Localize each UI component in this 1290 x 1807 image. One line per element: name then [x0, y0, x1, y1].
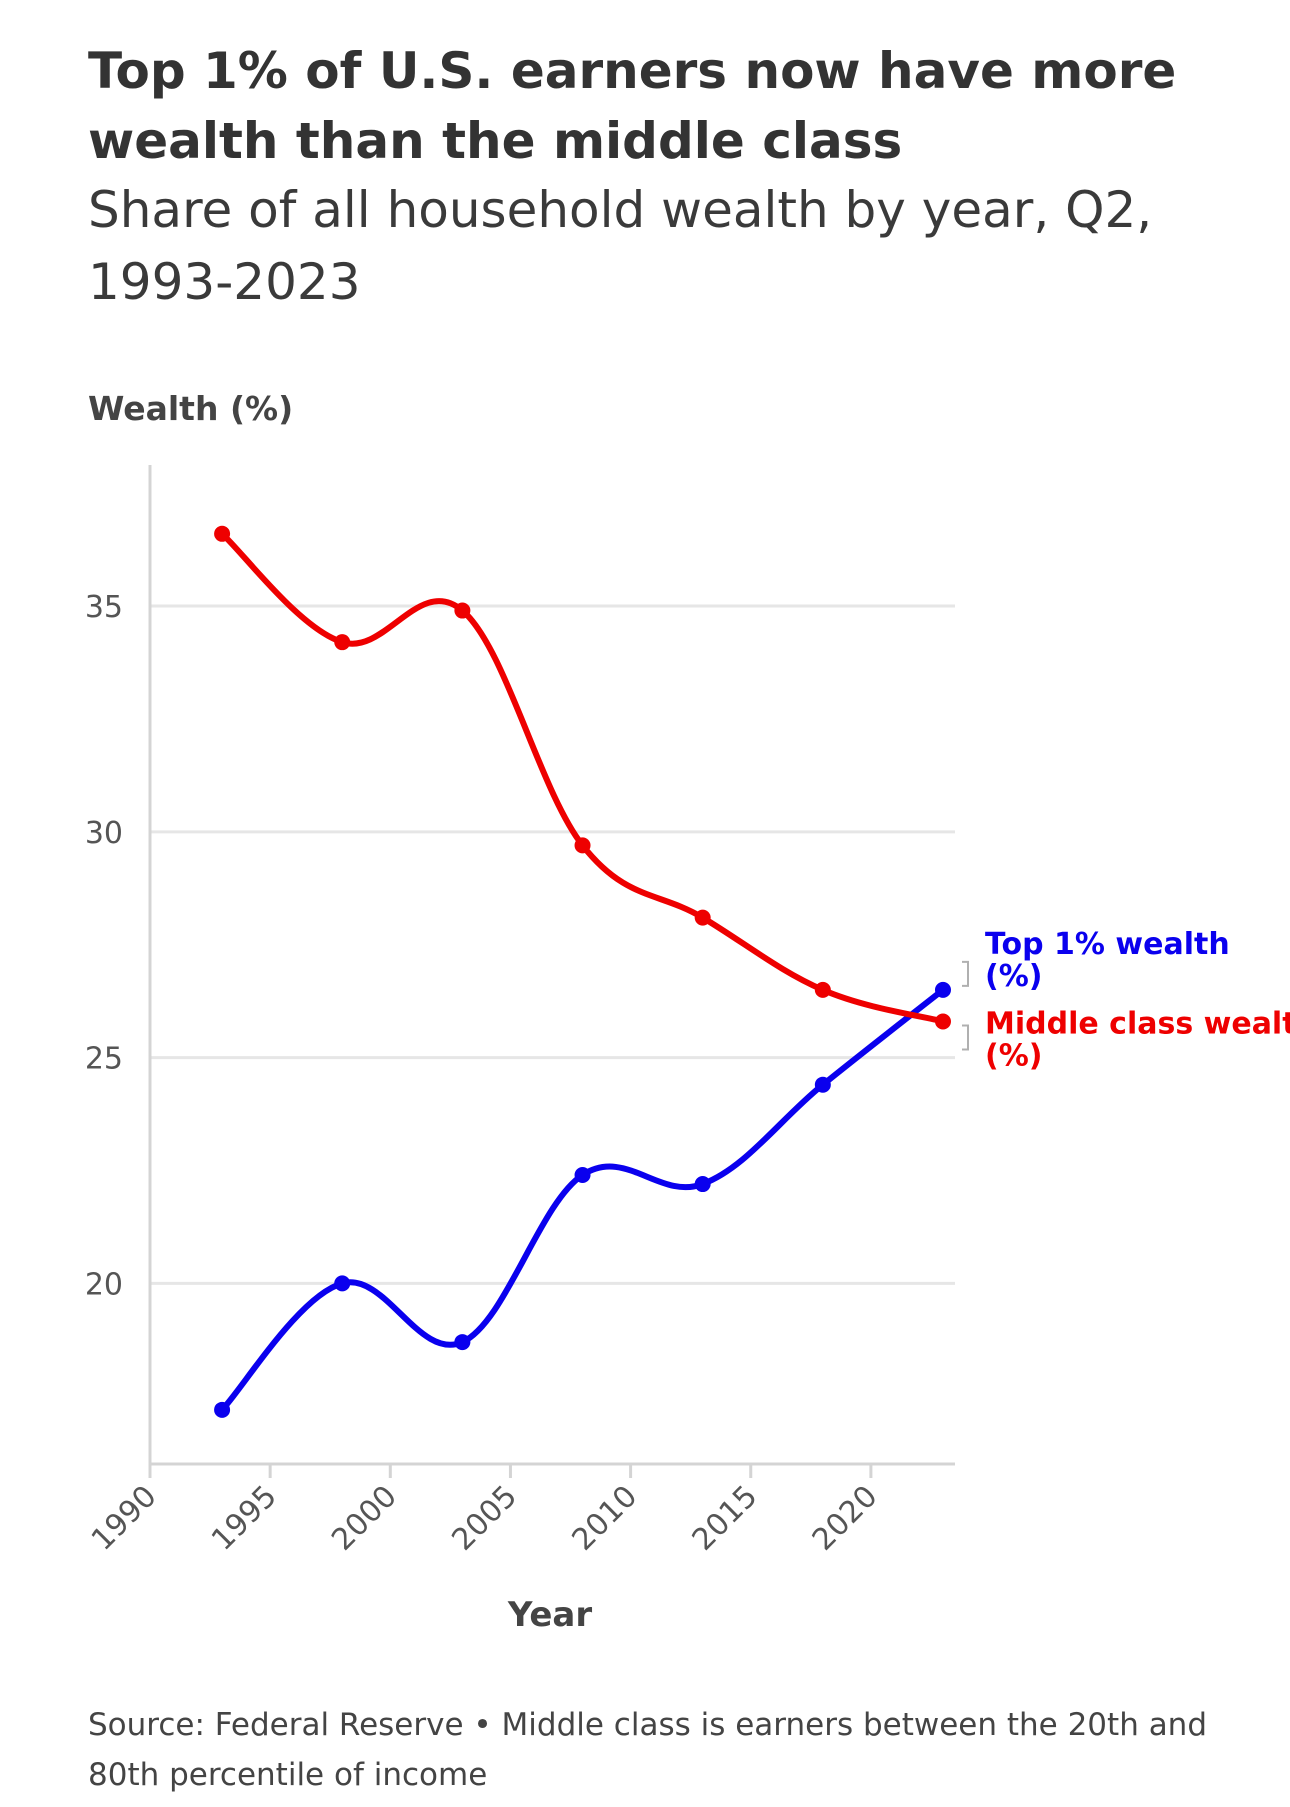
line-chart: Wealth (%) 20 25 30 35 1990 1995 2000 2005 2010… — [85, 389, 1290, 1635]
data-point — [814, 981, 831, 998]
data-point — [694, 1176, 711, 1193]
x-tick-label: 2000 — [325, 1479, 404, 1558]
bracket-top1 — [962, 960, 969, 987]
bracket-middle — [962, 1024, 969, 1051]
label-top1-line: (%) — [985, 959, 1042, 994]
data-point — [454, 1334, 471, 1351]
data-point — [934, 1013, 951, 1030]
gridlines — [150, 604, 955, 1285]
axes — [148, 465, 955, 1466]
data-point — [334, 634, 351, 651]
source-note: Source: Federal Reserve • Middle class i… — [88, 1707, 1208, 1793]
data-point — [214, 1401, 231, 1418]
series-points — [214, 525, 951, 1418]
data-point — [334, 1275, 351, 1292]
y-axis-label: Wealth (%) — [88, 389, 293, 428]
data-point — [574, 837, 591, 854]
y-axis-ticks: 20 25 30 35 — [85, 590, 123, 1302]
label-middle-line: (%) — [985, 1038, 1042, 1073]
y-tick-label: 20 — [85, 1267, 123, 1302]
data-point — [814, 1076, 831, 1093]
chart-title: Top 1% of U.S. earners now have more wea… — [88, 42, 1177, 170]
y-tick-label: 30 — [85, 816, 123, 851]
series-line-0 — [219, 986, 946, 1413]
x-tick-label: 2005 — [445, 1479, 524, 1558]
x-tick-label: 2020 — [806, 1479, 885, 1558]
chart-subtitle: Share of all household wealth by year, Q… — [88, 181, 1153, 311]
data-point — [214, 525, 231, 542]
data-point — [694, 909, 711, 926]
x-tick-label: 2015 — [686, 1479, 765, 1558]
label-top1-line: Top 1% wealth — [985, 927, 1230, 962]
x-tick-label: 1990 — [85, 1479, 164, 1558]
x-tick-label: 1995 — [205, 1479, 284, 1558]
label-middle-line: Middle class wealth — [985, 1006, 1290, 1041]
label-middle: Middle class wealth (%) — [985, 1006, 1290, 1073]
series-labels: Top 1% wealth (%)Middle class wealth (%) — [962, 927, 1290, 1073]
y-tick-label: 25 — [85, 1042, 123, 1077]
x-axis-ticks: 1990 1995 2000 2005 2010 2015 2020 — [85, 1464, 885, 1558]
label-top1: Top 1% wealth (%) — [985, 927, 1230, 994]
series-lines — [219, 530, 946, 1413]
x-tick-label: 2010 — [566, 1479, 645, 1558]
y-tick-label: 35 — [85, 590, 123, 625]
x-axis-label: Year — [507, 1595, 593, 1635]
data-point — [454, 602, 471, 619]
data-point — [574, 1167, 591, 1184]
data-point — [934, 981, 951, 998]
